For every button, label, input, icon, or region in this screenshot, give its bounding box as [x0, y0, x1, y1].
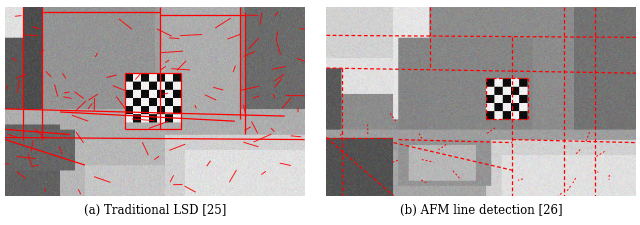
Text: (b) AFM line detection [26]: (b) AFM line detection [26]	[400, 204, 563, 217]
Text: (a) Traditional LSD [25]: (a) Traditional LSD [25]	[84, 204, 226, 217]
